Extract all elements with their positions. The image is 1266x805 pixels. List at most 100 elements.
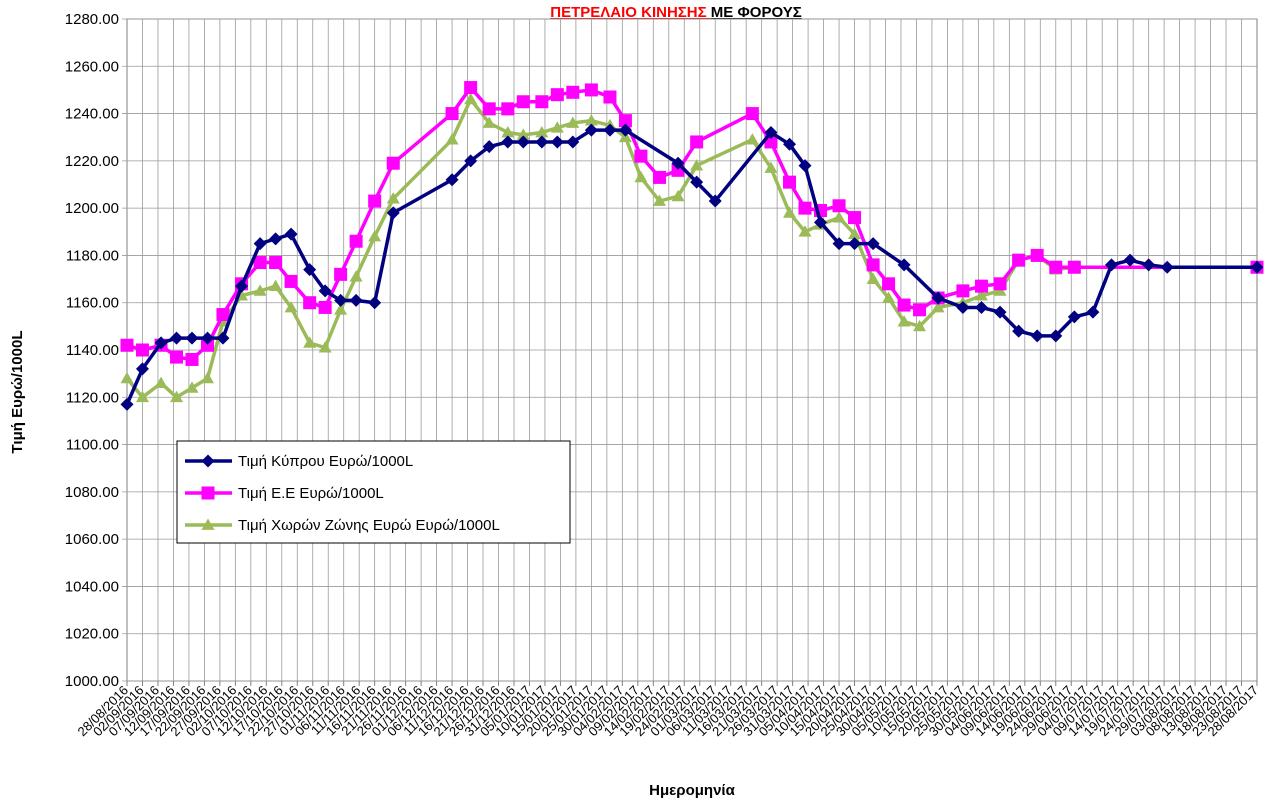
data-point-diamond: [783, 137, 797, 151]
legend-item: Τιμή Ε.Ε Ευρώ/1000L: [185, 485, 384, 502]
data-point-diamond: [550, 135, 564, 149]
data-point-square: [535, 95, 549, 109]
y-axis-label: Τιμή Ευρώ/1000L: [9, 331, 26, 454]
data-point-diamond: [764, 125, 778, 139]
data-point-square: [334, 267, 348, 281]
legend-box: [176, 440, 571, 544]
data-point-diamond: [993, 305, 1007, 319]
data-point-triangle: [368, 230, 382, 242]
data-point-diamond: [566, 135, 580, 149]
data-point-diamond: [386, 206, 400, 220]
data-point-triangle: [783, 206, 797, 218]
data-point-diamond: [1086, 305, 1100, 319]
data-point-triangle: [284, 300, 298, 313]
data-point-triangle: [671, 189, 685, 202]
data-point-diamond: [135, 362, 149, 376]
x-axis-tick-labels: 28/08/201602/09/201607/09/201612/09/2016…: [74, 681, 1261, 739]
y-tick-label: 1080.00: [65, 484, 119, 501]
data-point-square: [882, 277, 896, 291]
data-point-square: [618, 114, 632, 128]
legend-item: Τιμή Κύπρου Ευρώ/1000L: [185, 453, 413, 470]
x-axis-label: Ημερομηνία: [649, 782, 735, 799]
data-point-triangle: [882, 291, 896, 303]
data-point-triangle: [482, 116, 496, 128]
data-point-diamond: [618, 123, 632, 137]
data-point-triangle: [349, 270, 363, 282]
data-point-square: [652, 170, 666, 184]
data-point-diamond: [535, 135, 549, 149]
data-point-diamond: [303, 263, 317, 277]
data-point-diamond: [671, 156, 685, 170]
data-point-diamond: [318, 284, 332, 298]
data-point-square: [550, 88, 564, 102]
data-point-square: [135, 343, 149, 357]
data-point-triangle: [550, 121, 564, 133]
data-point-square: [1030, 248, 1044, 262]
data-point-square: [284, 274, 298, 288]
data-point-square: [386, 156, 400, 170]
data-point-triangle: [913, 319, 927, 332]
data-point-diamond: [482, 140, 496, 154]
data-point-diamond: [866, 237, 880, 251]
data-point-triangle: [866, 272, 880, 284]
data-point-triangle: [848, 227, 862, 240]
data-point-square: [269, 256, 283, 270]
data-point-triangle: [974, 289, 988, 301]
data-point-diamond: [464, 154, 478, 168]
data-point-diamond: [974, 300, 988, 314]
data-point-diamond: [154, 336, 168, 350]
data-point-square: [745, 107, 759, 121]
data-point-diamond: [832, 237, 846, 251]
data-point-diamond: [235, 279, 249, 293]
data-point-triangle: [445, 133, 459, 145]
data-point-diamond: [368, 296, 382, 310]
data-point-diamond: [1030, 329, 1044, 343]
data-point-square: [897, 298, 911, 312]
data-point-square: [848, 211, 862, 225]
data-point-square: [303, 296, 317, 310]
data-point-triangle: [185, 381, 199, 393]
y-tick-label: 1040.00: [65, 578, 119, 595]
data-point-square: [566, 85, 580, 99]
legend-label: Τιμή Χωρών Ζώνης Ευρώ Ευρώ/1000L: [238, 517, 500, 534]
y-tick-label: 1140.00: [66, 342, 119, 359]
series-line: [126, 85, 1257, 362]
legend-item: Τιμή Χωρών Ζώνης Ευρώ Ευρώ/1000L: [185, 517, 500, 534]
data-point-diamond: [1160, 260, 1174, 274]
data-point-diamond: [848, 237, 862, 251]
data-point-square: [690, 135, 704, 149]
data-point-triangle: [501, 125, 515, 138]
data-point-diamond: [1250, 260, 1264, 274]
data-point-triangle: [154, 376, 168, 388]
data-point-diamond: [516, 135, 530, 149]
data-point-triangle: [464, 92, 478, 105]
data-point-square: [516, 95, 530, 109]
data-point-diamond: [201, 454, 215, 468]
data-point-square: [253, 256, 267, 270]
data-point-diamond: [1142, 258, 1156, 272]
y-tick-label: 1180.00: [66, 247, 119, 264]
data-point-diamond: [185, 331, 199, 345]
data-point-square: [368, 194, 382, 208]
data-point-triangle: [170, 390, 184, 403]
data-point-diamond: [897, 258, 911, 272]
data-point-diamond: [284, 227, 298, 241]
data-point-triangle: [135, 390, 149, 403]
chart-legend: Τιμή Κύπρου Ευρώ/1000L Τιμή Ε.Ε Ευρώ/1000…: [176, 440, 571, 544]
data-point-square: [216, 308, 230, 322]
data-point-square: [584, 83, 598, 97]
data-point-diamond: [798, 159, 812, 173]
data-point-square: [783, 175, 797, 189]
data-point-diamond: [1012, 324, 1026, 338]
legend-label: Τιμή Κύπρου Ευρώ/1000L: [238, 453, 413, 470]
chart-title: ΠΕΤΡΕΛΑΙΟ ΚΙΝΗΣΗΣ ΜΕ ΦΟΡΟΥΣ: [550, 4, 801, 21]
data-point-diamond: [708, 194, 722, 208]
y-tick-label: 1200.00: [65, 200, 119, 217]
y-tick-label: 1160.00: [66, 295, 119, 312]
data-point-diamond: [120, 397, 134, 411]
series-line: [125, 97, 1257, 400]
data-point-diamond: [1123, 253, 1137, 267]
data-point-diamond: [931, 291, 945, 305]
series-square: [120, 81, 1264, 366]
